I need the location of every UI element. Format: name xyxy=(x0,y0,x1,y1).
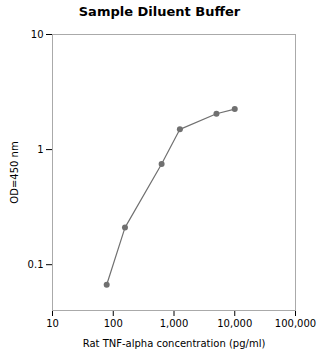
svg-text:0.1: 0.1 xyxy=(28,259,44,270)
svg-text:Rat TNF-alpha concentration (p: Rat TNF-alpha concentration (pg/ml) xyxy=(83,338,266,349)
svg-text:10,000: 10,000 xyxy=(217,318,252,329)
svg-text:10: 10 xyxy=(31,29,44,40)
svg-text:100: 100 xyxy=(104,318,123,329)
svg-text:1,000: 1,000 xyxy=(160,318,189,329)
svg-text:1: 1 xyxy=(37,144,43,155)
svg-text:OD=450 nm: OD=450 nm xyxy=(9,141,20,203)
svg-text:10: 10 xyxy=(46,318,59,329)
html-text:Sample Diluent Buffer: Sample Diluent Buffer xyxy=(78,4,241,19)
svg-text:100,000: 100,000 xyxy=(275,318,316,329)
